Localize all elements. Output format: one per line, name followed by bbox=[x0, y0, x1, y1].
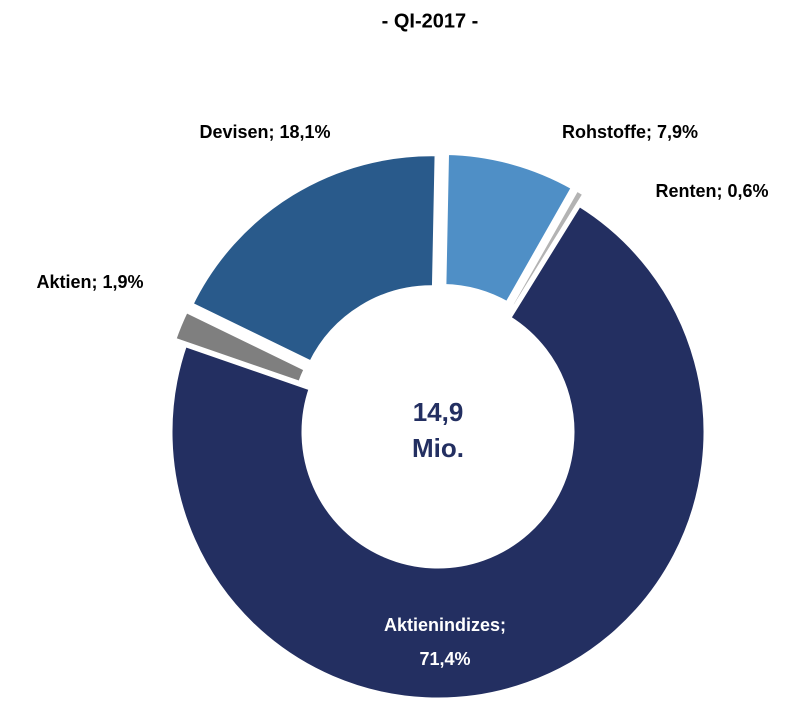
slice bbox=[170, 306, 310, 387]
slice-label: Aktien; 1,9% bbox=[36, 272, 143, 292]
slice-label: Devisen; 18,1% bbox=[199, 122, 330, 142]
slice-label: Rohstoffe; 7,9% bbox=[562, 122, 698, 142]
slice-label: Aktienindizes; 71,4% bbox=[384, 615, 506, 669]
slice bbox=[441, 149, 578, 308]
slice bbox=[167, 200, 709, 703]
center-label: 14,9 Mio. bbox=[412, 397, 464, 463]
slice-label: Renten; 0,6% bbox=[655, 181, 768, 201]
chart-title: - QI-2017 - bbox=[382, 10, 479, 32]
slice bbox=[187, 151, 440, 367]
